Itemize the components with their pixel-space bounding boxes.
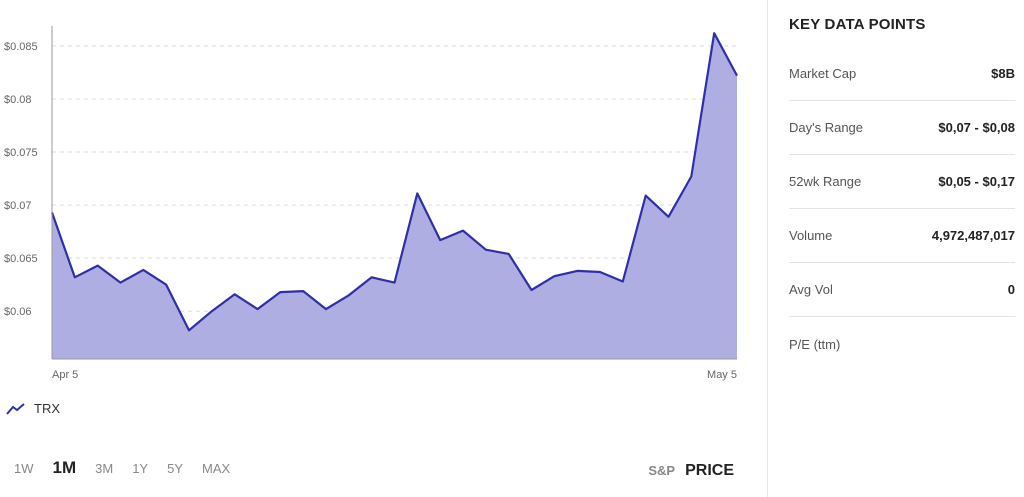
avg-vol-row: Avg Vol 0 bbox=[789, 263, 1015, 317]
chart-mode-toggle: S&P PRICE bbox=[648, 462, 734, 480]
time-range-selector: 1W 1M 3M 1Y 5Y MAX bbox=[14, 458, 249, 478]
legend-label: TRX bbox=[34, 401, 60, 416]
row-value: 4,972,487,017 bbox=[931, 228, 1015, 243]
row-value: $8B bbox=[991, 66, 1015, 81]
price-mode-button[interactable]: PRICE bbox=[685, 462, 734, 479]
row-label: Avg Vol bbox=[789, 282, 833, 297]
row-value: $0,07 - $0,08 bbox=[938, 120, 1015, 135]
trend-line-icon bbox=[6, 402, 25, 415]
range-1w-button[interactable]: 1W bbox=[14, 461, 34, 476]
volume-row: Volume 4,972,487,017 bbox=[789, 209, 1015, 263]
row-label: Day's Range bbox=[789, 120, 864, 135]
row-label: Market Cap bbox=[789, 66, 857, 81]
series-line bbox=[50, 32, 738, 332]
key-data-panel: KEY DATA POINTS Market Cap $8B Day's Ran… bbox=[767, 0, 1024, 497]
row-label: Volume bbox=[789, 228, 833, 243]
row-label: 52wk Range bbox=[789, 174, 862, 189]
row-value: $0,05 - $0,17 bbox=[938, 174, 1015, 189]
row-label: P/E (ttm) bbox=[789, 336, 841, 352]
x-tick-label: May 5 bbox=[707, 369, 737, 381]
sp-compare-button[interactable]: S&P bbox=[648, 463, 676, 478]
price-chart: $0.085 $0.08 $0.075 $0.07 $0.065 $0.06 Apr 5 Ma… bbox=[4, 26, 738, 381]
y-tick-label: $0.085 bbox=[4, 41, 38, 53]
y-tick-label: $0.08 bbox=[4, 94, 32, 106]
52wk-range-row: 52wk Range $0,05 - $0,17 bbox=[789, 155, 1015, 209]
chart-legend: TRX bbox=[6, 401, 60, 416]
series-area-fill bbox=[52, 33, 737, 359]
range-1y-button[interactable]: 1Y bbox=[132, 461, 149, 476]
y-tick-label: $0.06 bbox=[4, 306, 32, 318]
y-tick-label: $0.065 bbox=[4, 253, 38, 265]
panel-title: KEY DATA POINTS bbox=[789, 16, 926, 33]
range-max-button[interactable]: MAX bbox=[202, 461, 231, 476]
y-tick-label: $0.075 bbox=[4, 147, 38, 159]
key-data-list: Market Cap $8B Day's Range $0,07 - $0,08… bbox=[789, 47, 1015, 371]
row-value: 0 bbox=[1007, 282, 1015, 297]
market-cap-row: Market Cap $8B bbox=[789, 47, 1015, 101]
x-tick-label: Apr 5 bbox=[52, 369, 78, 381]
days-range-row: Day's Range $0,07 - $0,08 bbox=[789, 101, 1015, 155]
pe-ttm-row: P/E (ttm) bbox=[789, 317, 1015, 371]
range-3m-button[interactable]: 3M bbox=[95, 461, 114, 476]
range-5y-button[interactable]: 5Y bbox=[167, 461, 183, 476]
range-1m-button[interactable]: 1M bbox=[52, 458, 77, 477]
y-tick-label: $0.07 bbox=[4, 200, 32, 212]
